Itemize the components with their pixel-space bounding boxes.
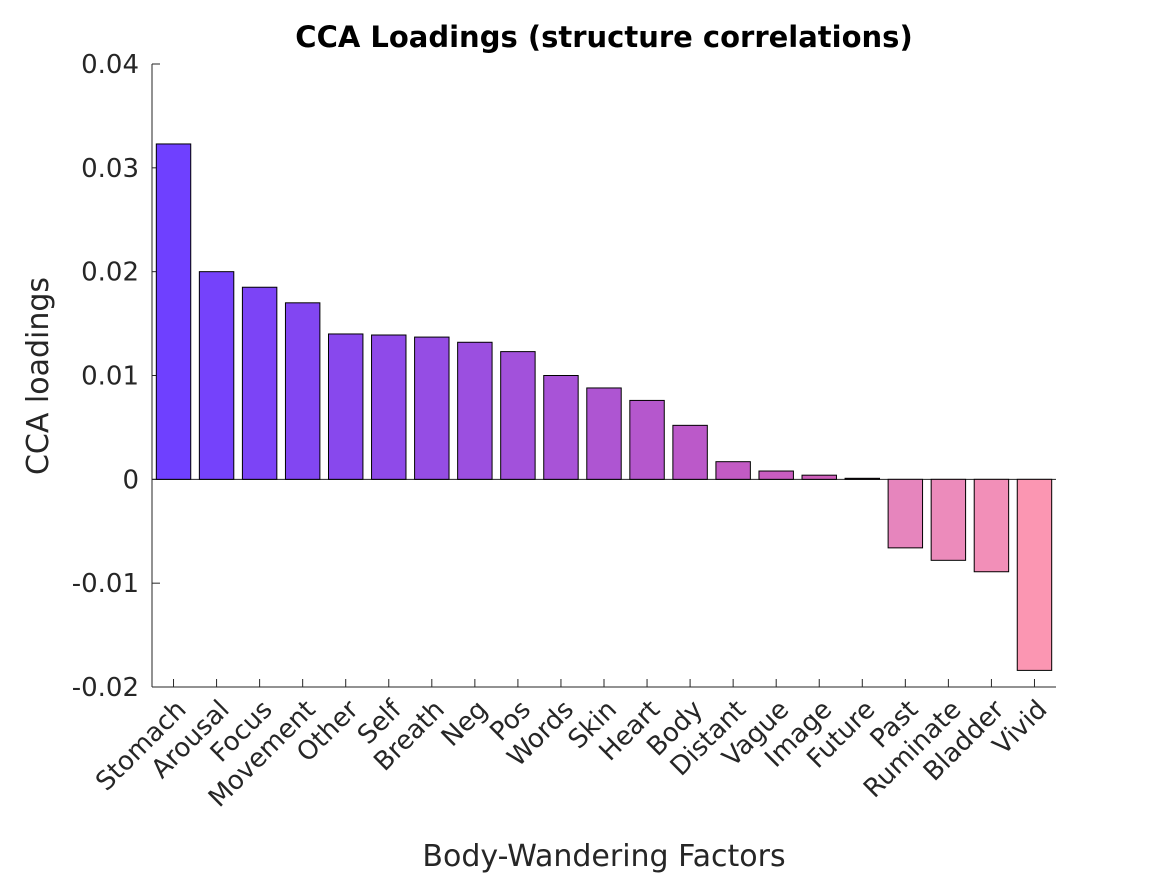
bar-other <box>327 333 364 480</box>
y-tick-label: 0.02 <box>81 258 139 288</box>
bar-neg <box>457 341 493 480</box>
bar-breath <box>414 336 450 480</box>
bar-stomach <box>155 143 192 480</box>
y-tick-label: 0.03 <box>81 154 139 184</box>
chart-title: CCA Loadings (structure correlations) <box>295 20 912 54</box>
bar-distant <box>715 461 751 480</box>
y-tick-label: 0.01 <box>81 362 139 392</box>
bar-past <box>887 478 924 549</box>
y-axis: 0.04 0.03 0.02 0.01 0 -0.01 -0.02 <box>72 50 160 703</box>
bar-ruminate <box>930 478 967 561</box>
bar-self <box>371 334 407 480</box>
bar-focus <box>241 286 278 480</box>
y-tick-label: 0 <box>122 465 139 495</box>
bar-vivid <box>1016 478 1053 671</box>
y-axis-label: CCA loadings <box>21 277 56 475</box>
bar-words <box>543 375 579 480</box>
bar-body <box>672 424 708 480</box>
bar-image <box>801 474 837 480</box>
x-axis-label: Body-Wandering Factors <box>422 839 785 874</box>
y-tick-label: -0.02 <box>72 673 139 703</box>
bar-arousal <box>198 271 235 480</box>
bar-bladder <box>973 478 1010 573</box>
bar-skin <box>586 387 622 480</box>
bar-vague <box>758 470 794 480</box>
x-tick-label: Neg <box>436 695 494 753</box>
bar-pos <box>500 351 536 480</box>
y-tick-label: 0.04 <box>81 50 139 80</box>
bars <box>155 143 1053 671</box>
y-tick-label: -0.01 <box>72 569 139 599</box>
bar-movement <box>284 302 321 480</box>
bar-future <box>844 477 881 480</box>
bar-heart <box>629 399 665 480</box>
